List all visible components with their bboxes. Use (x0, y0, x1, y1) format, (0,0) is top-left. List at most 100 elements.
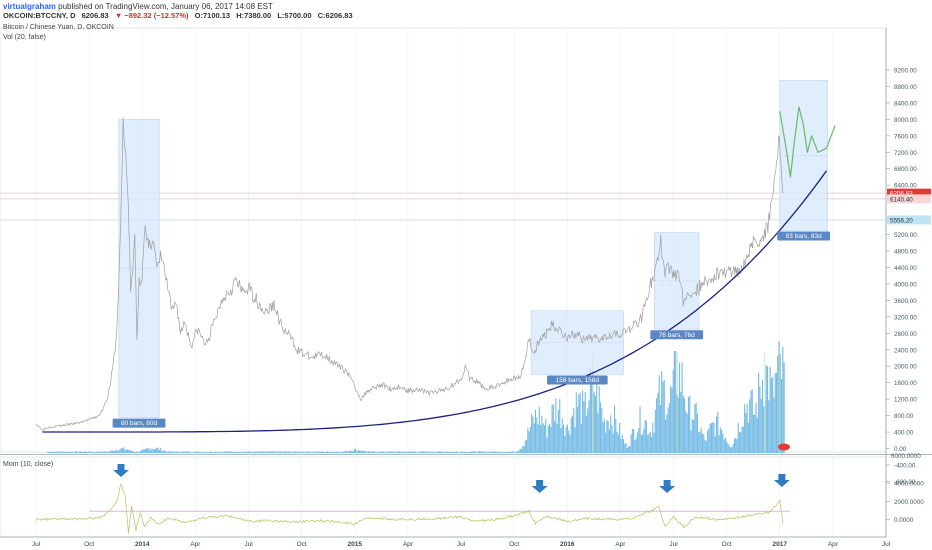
volume-bar (643, 428, 645, 453)
y-tick-label: 6800.00 (894, 166, 917, 173)
open-text: O:7100.13 (194, 11, 231, 20)
volume-bar (573, 407, 575, 453)
volume-bar (671, 387, 673, 453)
volume-bar (559, 399, 561, 453)
volume-bar (587, 408, 589, 453)
volume-bar (268, 451, 270, 453)
volume-bar (58, 451, 60, 453)
volume-bar (147, 448, 149, 453)
volume-bar (497, 451, 500, 453)
volume-bar (288, 451, 290, 453)
volume-bar (668, 403, 670, 453)
volume-bar (476, 452, 478, 453)
volume-bar (64, 451, 66, 453)
volume-bar (245, 451, 247, 453)
volume-bar (115, 449, 117, 453)
volume-bar (418, 451, 421, 453)
volume-bar (118, 450, 120, 453)
volume-bar (675, 350, 677, 453)
volume-bar (454, 451, 456, 453)
volume-bar (677, 397, 679, 453)
volume-bar (234, 451, 236, 453)
volume-bar (111, 450, 113, 453)
volume-bar (569, 435, 571, 453)
volume-bar (650, 437, 653, 453)
volume-bar (51, 451, 53, 453)
volume-bar (486, 451, 488, 453)
volume-bar (194, 451, 196, 453)
volume-bar (385, 451, 387, 453)
volume-bar (551, 404, 553, 453)
volume-bar (376, 452, 378, 453)
volume-bar (260, 451, 262, 453)
volume-bar (320, 451, 322, 453)
volume-bar (179, 452, 181, 453)
volume-bar (250, 451, 252, 453)
momentum-layer (35, 464, 791, 534)
volume-bar (440, 451, 442, 453)
volume-bar (582, 390, 584, 453)
volume-bar (732, 444, 734, 453)
y-tick-label: 4000.00 (894, 281, 917, 288)
volume-bar (695, 402, 697, 453)
volume-bar (430, 451, 432, 453)
volume-bar (84, 451, 86, 453)
volume-bar (687, 396, 690, 453)
volume-bar (165, 451, 167, 453)
y-tick-label: 3600.00 (894, 298, 917, 305)
volume-bar (527, 428, 529, 453)
volume-bar (712, 422, 714, 453)
volume-bar (87, 452, 89, 453)
volume-bar (726, 441, 728, 453)
volume-bar (348, 451, 350, 453)
volume-bar (459, 452, 461, 453)
volume-bar (75, 451, 78, 453)
volume-bar (402, 451, 404, 453)
volume-bar (468, 451, 470, 453)
volume-bar (561, 418, 563, 453)
volume-bar (746, 403, 748, 453)
volume-bar (259, 451, 261, 453)
volume-bar (526, 439, 528, 453)
volume-bar (666, 414, 668, 453)
volume-bar (318, 451, 320, 453)
volume-bar (696, 413, 698, 453)
volume-bar (274, 451, 276, 453)
volume-bar (398, 451, 400, 453)
volume-bar (731, 446, 733, 453)
volume-bar (684, 398, 686, 453)
volume-bar (93, 451, 95, 453)
volume-bar (584, 392, 586, 453)
volume-bar (393, 452, 395, 453)
volume-bar (509, 451, 511, 453)
volume-bar (663, 379, 665, 453)
volume-bar (645, 420, 647, 453)
volume-bar (427, 452, 429, 453)
down-arrow-icon (773, 474, 790, 487)
volume-bar (156, 447, 158, 453)
y-tick-label: 6400.00 (894, 183, 917, 190)
volume-bar (183, 451, 185, 453)
volume-bar (369, 451, 371, 453)
volume-bar (223, 451, 225, 453)
down-arrow-icon (659, 480, 676, 493)
volume-bar (619, 422, 621, 453)
volume-bar (779, 353, 781, 453)
volume-bar (723, 439, 725, 453)
volume-bar (186, 452, 188, 453)
volume-bar (355, 448, 357, 453)
volume-bar (708, 428, 710, 453)
volume-bar (653, 432, 655, 453)
volume-bar (257, 451, 259, 453)
volume-bar (379, 451, 381, 453)
volume-bar (415, 451, 417, 453)
volume-bar (410, 451, 412, 453)
author-link[interactable]: virtualgraham (3, 2, 56, 11)
volume-bar (658, 375, 660, 453)
volume-bar (754, 414, 756, 453)
volume-bar (626, 447, 628, 453)
high-text: H:7380.00 (236, 11, 272, 20)
volume-bar (81, 452, 83, 453)
volume-bar (228, 451, 231, 453)
volume-bar (251, 451, 253, 453)
